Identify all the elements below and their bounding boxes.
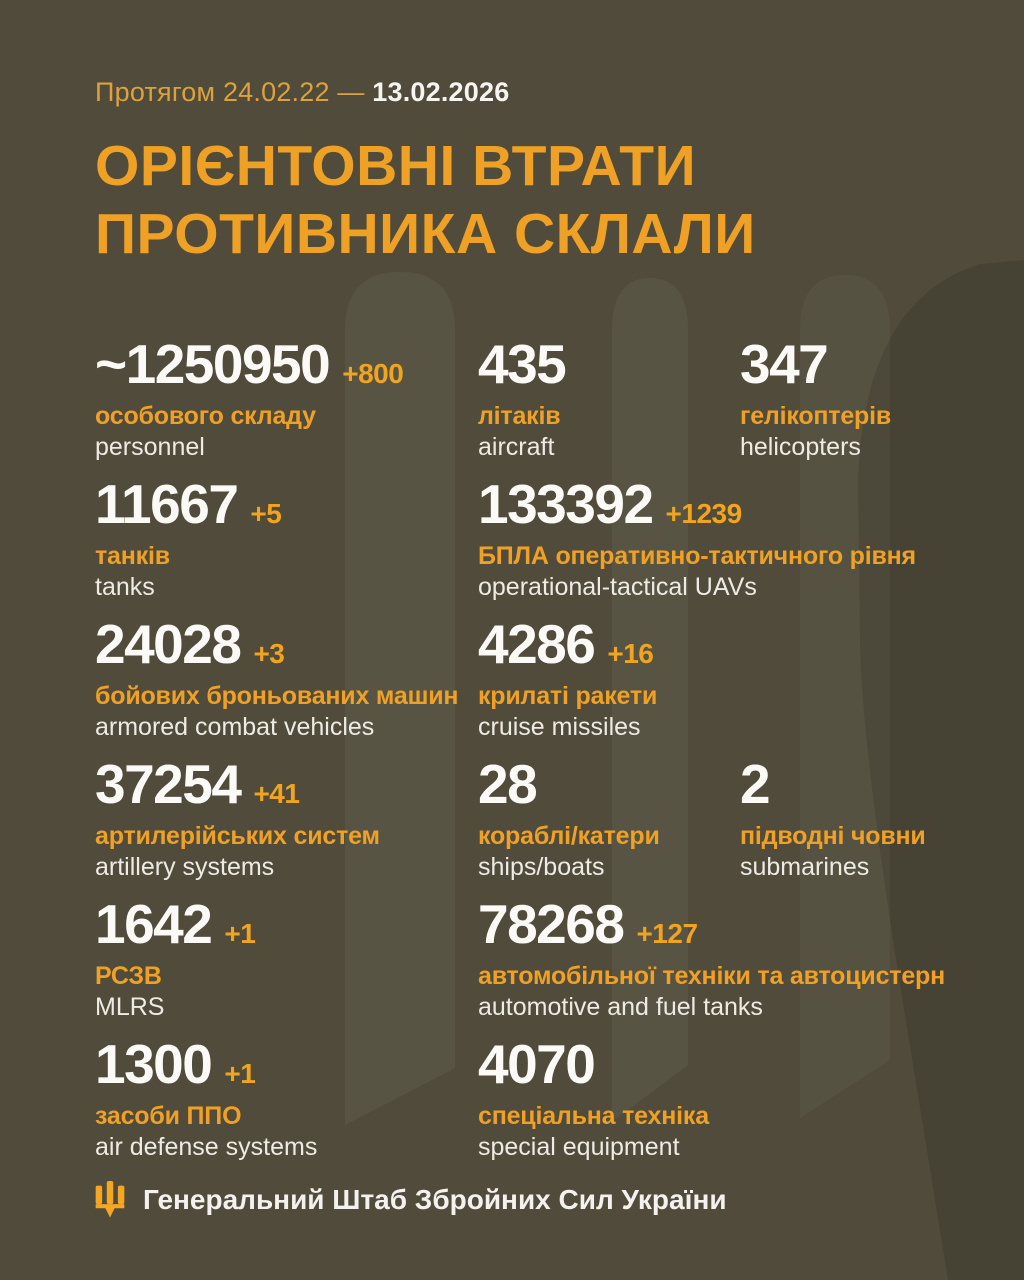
stat-label-ua: спеціальна техніка (478, 1102, 709, 1130)
stat-delta: +5 (250, 498, 282, 529)
stat-special-equipment: 4070 спеціальна техніка special equipmen… (478, 1035, 994, 1163)
stat-helicopters: 347 гелікоптерів helicopters (740, 335, 994, 463)
stat-label-ua: особового складу (95, 402, 316, 430)
stat-delta: +1 (224, 918, 256, 949)
stat-label-ua: підводні човни (740, 822, 926, 850)
stat-armored-vehicles: 24028 +3 бойових броньованих машин armor… (95, 615, 478, 743)
stat-value: 11667 (95, 473, 239, 535)
stat-air-defense: 1300 +1 засоби ППО air defense systems (95, 1035, 478, 1163)
stat-label-en: cruise missiles (478, 713, 641, 741)
stat-value: 133392 (478, 473, 654, 535)
infographic: Протягом 24.02.22 — 13.02.2026 ОРІЄНТОВН… (95, 76, 994, 1218)
stat-value: 1300 (95, 1033, 213, 1095)
stat-label-en: aircraft (478, 433, 555, 461)
stat-delta: +16 (607, 638, 654, 669)
stat-delta: +800 (342, 358, 404, 389)
stat-value: 435 (478, 333, 567, 395)
stat-label-ua: танків (95, 542, 170, 570)
stat-mlrs: 1642 +1 РСЗВ MLRS (95, 895, 478, 1023)
report-date: 13.02.2026 (372, 77, 510, 107)
stat-value: 78268 (478, 893, 625, 955)
stat-label-ua: кораблі/катери (478, 822, 660, 850)
report-period: Протягом 24.02.22 — 13.02.2026 (95, 76, 994, 108)
stat-label-ua: літаків (478, 402, 561, 430)
stat-label-en: operational-tactical UAVs (478, 573, 757, 601)
stat-label-ua: бойових броньованих машин (95, 682, 459, 710)
stat-ships-boats: 28 кораблі/катери ships/boats (478, 755, 740, 883)
stat-value: 347 (740, 333, 829, 395)
stat-label-en: armored combat vehicles (95, 713, 375, 741)
stat-automotive-fuel-tanks: 78268 +127 автомобільної техніки та авто… (478, 895, 994, 1023)
period-prefix: Протягом 24.02.22 — (95, 77, 365, 107)
stat-personnel: ~1250950 +800 особового складу personnel (95, 335, 478, 463)
stat-label-ua: артилерійських систем (95, 822, 380, 850)
stat-value: 4070 (478, 1033, 596, 1095)
stat-label-ua: крилаті ракети (478, 682, 658, 710)
stat-label-ua: гелікоптерів (740, 402, 892, 430)
stat-label-en: air defense systems (95, 1133, 318, 1161)
stat-label-ua: автомобільної техніки та автоцистерн (478, 962, 945, 990)
stat-cruise-missiles: 4286 +16 крилаті ракети cruise missiles (478, 615, 994, 743)
stat-value: 24028 (95, 613, 242, 675)
stat-label-ua: засоби ППО (95, 1102, 242, 1130)
stat-value: 28 (478, 753, 538, 815)
stat-delta: +3 (253, 638, 285, 669)
footer: Генеральний Штаб Збройних Сил України (95, 1181, 994, 1218)
stat-delta: +1 (224, 1058, 256, 1089)
stat-value: 1642 (95, 893, 213, 955)
stat-delta: +127 (636, 918, 698, 949)
stat-label-en: automotive and fuel tanks (478, 993, 763, 1021)
stat-uavs: 133392 +1239 БПЛА оперативно-тактичного … (478, 475, 994, 603)
stat-label-en: personnel (95, 433, 205, 461)
title-line-2: ПРОТИВНИКА СКЛАЛИ (95, 202, 756, 266)
trident-icon (95, 1181, 125, 1218)
stat-tanks: 11667 +5 танків tanks (95, 475, 478, 603)
footer-org-name: Генеральний Штаб Збройних Сил України (143, 1183, 727, 1215)
stat-delta: +1239 (665, 498, 743, 529)
stat-label-ua: РСЗВ (95, 962, 162, 990)
title-line-1: ОРІЄНТОВНІ ВТРАТИ (95, 134, 697, 198)
stat-value: ~1250950 (95, 333, 331, 395)
stat-value: 4286 (478, 613, 596, 675)
stat-aircraft: 435 літаків aircraft (478, 335, 740, 463)
stat-value: 37254 (95, 753, 242, 815)
stat-artillery: 37254 +41 артилерійських систем artiller… (95, 755, 478, 883)
stat-label-en: artillery systems (95, 853, 275, 881)
stat-label-en: helicopters (740, 433, 861, 461)
stat-label-en: special equipment (478, 1133, 680, 1161)
page-title: ОРІЄНТОВНІ ВТРАТИ ПРОТИВНИКА СКЛАЛИ (95, 132, 994, 268)
stat-submarines: 2 підводні човни submarines (740, 755, 994, 883)
stat-label-en: tanks (95, 573, 155, 601)
stats-grid: ~1250950 +800 особового складу personnel… (95, 335, 994, 1163)
stat-label-en: submarines (740, 853, 870, 881)
stat-label-en: MLRS (95, 993, 165, 1021)
stat-label-ua: БПЛА оперативно-тактичного рівня (478, 542, 916, 570)
stat-delta: +41 (253, 778, 300, 809)
stat-label-en: ships/boats (478, 853, 605, 881)
stat-value: 2 (740, 753, 771, 815)
